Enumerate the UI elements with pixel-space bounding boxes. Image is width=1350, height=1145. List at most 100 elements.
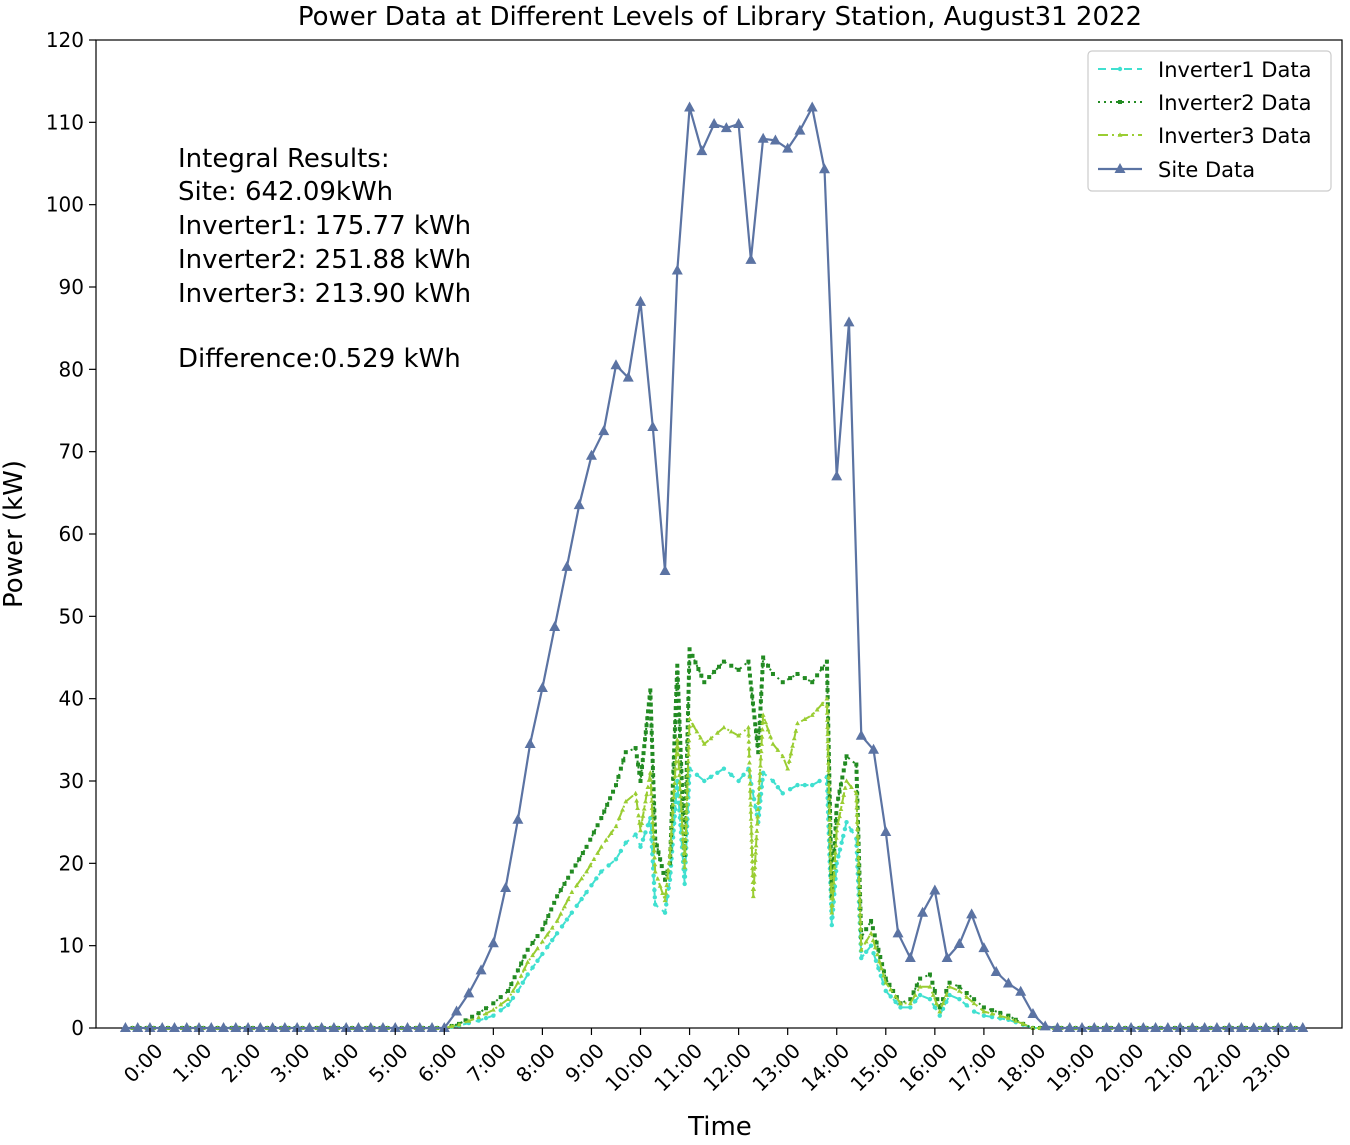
inverter2-point [766,663,771,668]
inverter3-point [558,911,564,916]
inverter2-point [833,826,838,831]
x-tick-label: 19:00 [1042,1039,1100,1097]
inverter3-point [746,745,752,751]
inverter1-point [675,778,680,784]
site-point [316,1022,328,1032]
inverter3-point [828,881,834,886]
inverter3-point [633,790,639,796]
inverter3-point [768,734,773,739]
inverter3-point [881,973,887,978]
inverter2-point [841,768,846,773]
inverter1-point [574,903,579,909]
inverter3-point [749,844,755,849]
inverter2-point [754,736,759,741]
inverter1-point [606,863,611,868]
inverter2-point [780,680,785,685]
inverter3-point [748,823,754,828]
inverter3-point [824,710,830,715]
inverter3-point [758,763,763,768]
inverter1-point [947,992,952,998]
inverter2-point [595,823,600,828]
inverter2-point [569,869,574,874]
inverter1-point [753,804,758,810]
inverter3-point [554,918,560,923]
inverter3-point [937,1008,943,1014]
inverter3-point [675,751,681,756]
inverter2-point [935,997,940,1002]
site-point [1248,1022,1260,1032]
inverter3-point [753,850,759,855]
site-point [610,359,622,370]
inverter2-point [696,667,701,672]
inverter1-point [476,1018,481,1023]
site-point [561,560,573,571]
inverter2-point [686,682,691,687]
y-tick-label: 50 [59,604,84,628]
inverter1-point [650,859,655,864]
inverter2-point [752,715,757,720]
y-axis-label: Power (kW) [0,460,29,608]
inverter1-legend-marker [1117,66,1123,72]
inverter2-point [621,758,626,763]
inverter2-point [891,988,896,993]
inverter2-point [747,673,752,678]
inverter3-point [675,744,681,749]
y-tick-label: 60 [59,522,84,546]
inverter3-point [877,958,882,964]
inverter2-point [749,687,754,692]
inverter1-point [584,889,589,895]
inverter3-point [947,984,952,989]
inverter2-point [932,988,937,993]
inverter2-series [123,647,1305,1030]
inverter3-point [1030,1025,1036,1030]
inverter1-point [873,958,879,963]
x-tick-label: 8:00 [511,1039,560,1088]
inverter2-point [643,737,648,742]
inverter1-point [599,869,604,874]
x-tick-label: 7:00 [462,1039,511,1088]
legend-box [1087,50,1332,192]
inverter2-point [687,668,692,673]
inverter2-point [676,705,681,710]
inverter3-point [665,875,670,880]
inverter1-point [787,787,793,792]
inverter2-point [680,796,685,801]
inverter1-point [883,988,888,994]
inverter2-point [679,761,684,766]
inverter3-legend-label: Inverter3 Data [1158,124,1311,148]
inverter1-point [618,848,624,854]
site-point [1186,1022,1198,1032]
site-point [1162,1022,1174,1032]
inverter3-point [780,753,786,759]
inverter3-point [857,890,862,895]
inverter3-point [788,750,794,756]
inverter3-point [763,719,769,725]
inverter3-series [123,696,1306,1030]
inverter1-series [123,766,1305,1031]
site-point [205,1022,217,1032]
site-point [168,1022,180,1032]
inverter2-point [836,796,841,801]
inverter2-point [649,709,654,714]
inverter2-point [653,836,658,841]
inverter2-point [463,1018,468,1023]
inverter2-point [646,709,651,714]
inverter2-point [640,758,645,763]
inverter3-point [786,758,792,763]
inverter3-point [824,703,830,708]
inverter1-point [515,988,521,994]
site-point [1125,1022,1137,1032]
inverter2-point [827,801,832,806]
inverter2-point [648,695,653,700]
inverter2-point [491,1001,496,1006]
inverter1-point [927,996,933,1002]
annotation-line: Difference:0.529 kWh [178,344,461,374]
inverter2-point [613,783,618,788]
inverter2-point [680,789,685,794]
inverter1-point [876,966,881,971]
site-point [647,420,659,431]
inverter3-point [664,882,670,888]
inverter3-point [793,728,799,733]
site-point [745,253,757,264]
inverter1-point [498,1008,503,1013]
